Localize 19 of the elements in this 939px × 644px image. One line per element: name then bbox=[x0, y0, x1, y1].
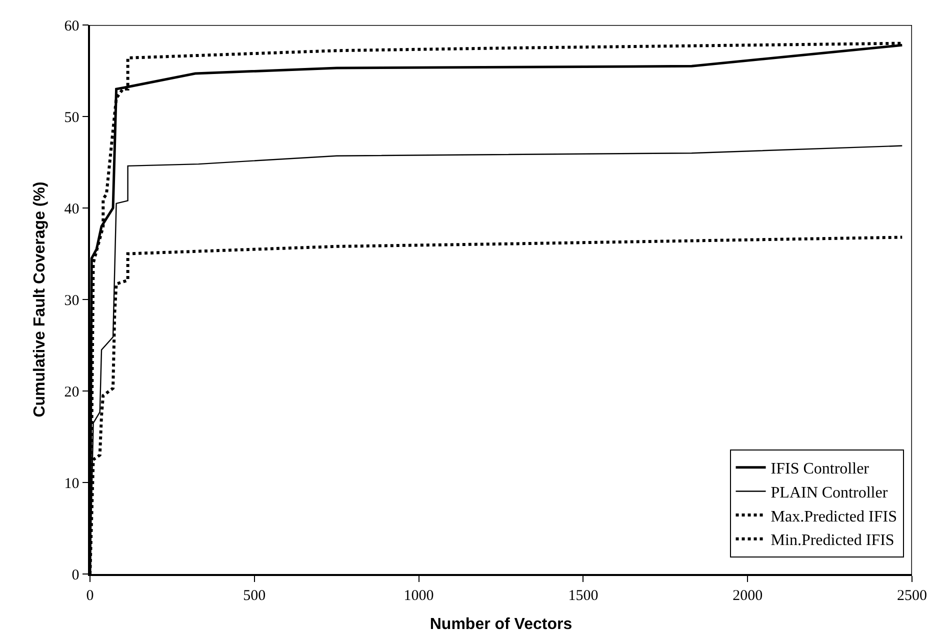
x-tick-label: 2500 bbox=[897, 588, 927, 604]
x-axis-title: Number of Vectors bbox=[430, 616, 572, 633]
x-tick-label: 500 bbox=[243, 588, 266, 604]
y-tick-label: 0 bbox=[72, 567, 80, 584]
y-tick-label: 50 bbox=[64, 110, 80, 126]
x-tick-label: 2000 bbox=[732, 588, 763, 604]
y-tick-label: 40 bbox=[64, 201, 80, 218]
y-axis-title: Cumulative Fault Coverage (%) bbox=[32, 182, 49, 418]
y-tick-label: 30 bbox=[64, 292, 80, 309]
y-tick-label: 60 bbox=[64, 18, 80, 34]
x-tick-label: 1500 bbox=[568, 588, 598, 604]
x-tick-label: 1000 bbox=[404, 588, 434, 604]
y-tick-label: 20 bbox=[64, 384, 80, 400]
x-tick-label: 0 bbox=[86, 588, 94, 604]
legend-label: PLAIN Controller bbox=[770, 484, 888, 502]
y-tick-label: 10 bbox=[64, 476, 80, 492]
legend-label: Max.Predicted IFIS bbox=[770, 508, 897, 526]
legend-label: IFIS Controller bbox=[770, 460, 870, 478]
legend-label: Min.Predicted IFIS bbox=[770, 532, 894, 550]
